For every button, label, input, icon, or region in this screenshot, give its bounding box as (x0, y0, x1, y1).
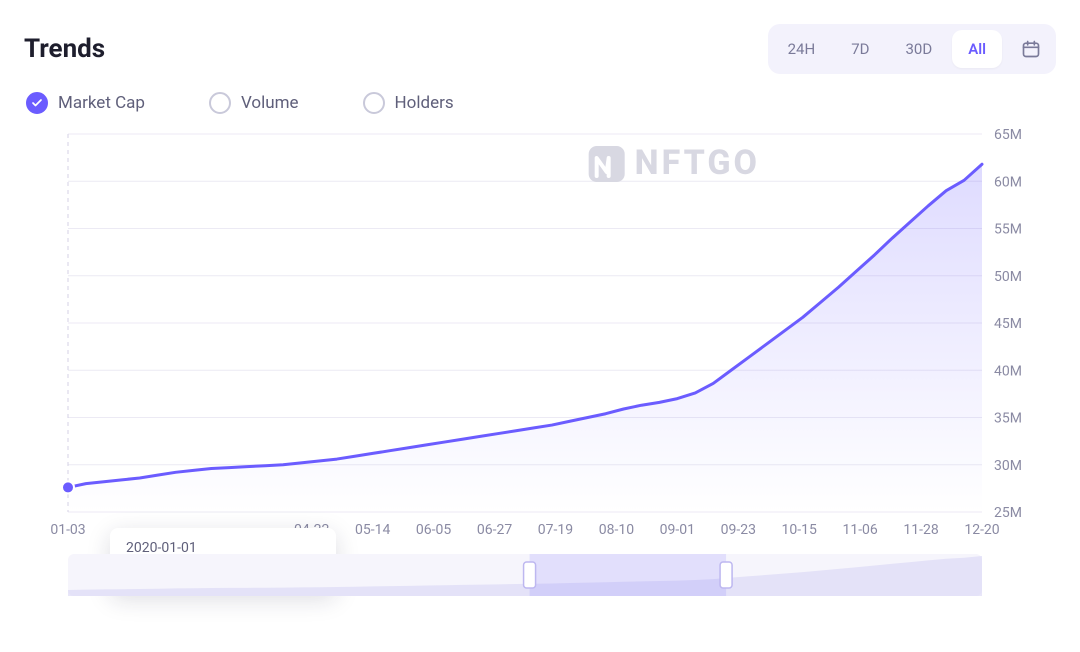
metric-label: Market Cap (58, 93, 145, 113)
svg-text:35M: 35M (994, 411, 1022, 427)
svg-text:07-19: 07-19 (538, 522, 573, 538)
metric-label: Volume (241, 93, 299, 113)
brush-handle-left[interactable] (524, 562, 536, 588)
svg-text:25M: 25M (994, 505, 1022, 521)
brush-svg (24, 552, 1056, 598)
svg-text:09-23: 09-23 (721, 522, 756, 538)
svg-text:40M: 40M (994, 363, 1022, 379)
radio-icon (363, 92, 385, 114)
chart-brush[interactable] (24, 552, 1056, 598)
svg-text:10-15: 10-15 (782, 522, 817, 538)
range-24h[interactable]: 24H (772, 30, 832, 68)
range-all[interactable]: All (952, 30, 1002, 68)
svg-text:55M: 55M (994, 222, 1022, 238)
svg-text:12-20: 12-20 (964, 522, 999, 538)
calendar-icon[interactable] (1010, 28, 1052, 70)
metric-holders[interactable]: Holders (363, 92, 454, 114)
svg-text:65M: 65M (994, 127, 1022, 143)
svg-text:45M: 45M (994, 316, 1022, 332)
svg-text:50M: 50M (994, 269, 1022, 285)
svg-text:60M: 60M (994, 174, 1022, 190)
trends-chart[interactable]: 25M30M35M40M45M50M55M60M65M01-0304-2205-… (24, 122, 1056, 542)
svg-text:11-06: 11-06 (842, 522, 877, 538)
svg-text:05-14: 05-14 (355, 522, 390, 538)
svg-text:NFTGO: NFTGO (635, 143, 760, 183)
chart-container: 25M30M35M40M45M50M55M60M65M01-0304-2205-… (24, 122, 1056, 542)
svg-text:30M: 30M (994, 458, 1022, 474)
metric-volume[interactable]: Volume (209, 92, 299, 114)
brush-handle-right[interactable] (720, 562, 732, 588)
svg-text:09-01: 09-01 (660, 522, 695, 538)
svg-text:06-27: 06-27 (477, 522, 512, 538)
svg-text:11-28: 11-28 (903, 522, 938, 538)
metric-selector: Market Cap Volume Holders (24, 92, 1056, 114)
range-7d[interactable]: 7D (835, 30, 885, 68)
svg-text:08-10: 08-10 (599, 522, 634, 538)
range-30d[interactable]: 30D (889, 30, 948, 68)
time-range-group: 24H7D30DAll (768, 24, 1056, 74)
page-title: Trends (24, 34, 105, 64)
svg-text:06-05: 06-05 (416, 522, 451, 538)
radio-icon (209, 92, 231, 114)
radio-checked-icon (26, 92, 48, 114)
metric-market-cap[interactable]: Market Cap (26, 92, 145, 114)
metric-label: Holders (395, 93, 454, 113)
svg-text:01-03: 01-03 (50, 522, 85, 538)
